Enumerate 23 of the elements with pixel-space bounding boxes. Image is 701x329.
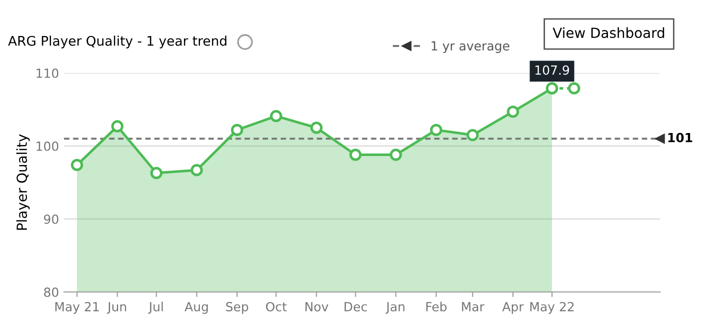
x-tick-label: Apr	[502, 302, 524, 314]
x-tick-label: Sep	[226, 302, 248, 314]
x-tick-label: Dec	[344, 302, 367, 312]
x-tick-label: Aug	[184, 302, 208, 314]
text: View Dashboard	[552, 27, 664, 38]
chart-title: ARG Player Quality - 1 year trend	[8, 36, 226, 48]
x-tick-label: Jun	[106, 302, 126, 314]
y-tick-label: 100	[36, 141, 58, 151]
x-tick-label: May 22	[530, 302, 574, 314]
x-tick-label: Mar	[462, 302, 484, 312]
x-tick-label: Jul	[148, 302, 163, 314]
y-tick-label: 90	[44, 214, 58, 224]
y-axis-title: Player Quality	[16, 134, 30, 230]
x-tick-label: Feb	[426, 302, 447, 312]
y-tick-label: 80	[44, 287, 58, 297]
x-tick-label: Nov	[305, 302, 328, 312]
legend-label: 1 yr average	[432, 41, 510, 53]
y-tick-label: 110	[36, 68, 58, 78]
annotation: 101	[668, 132, 692, 142]
x-tick-label: Jan	[386, 302, 404, 314]
x-tick-label: May 21	[55, 302, 99, 314]
annotation: 107.9	[535, 65, 570, 75]
x-tick-label: Oct	[266, 302, 287, 312]
